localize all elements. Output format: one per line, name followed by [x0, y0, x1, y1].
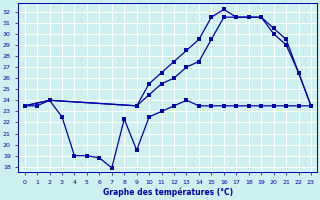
X-axis label: Graphe des températures (°C): Graphe des températures (°C) [103, 188, 233, 197]
